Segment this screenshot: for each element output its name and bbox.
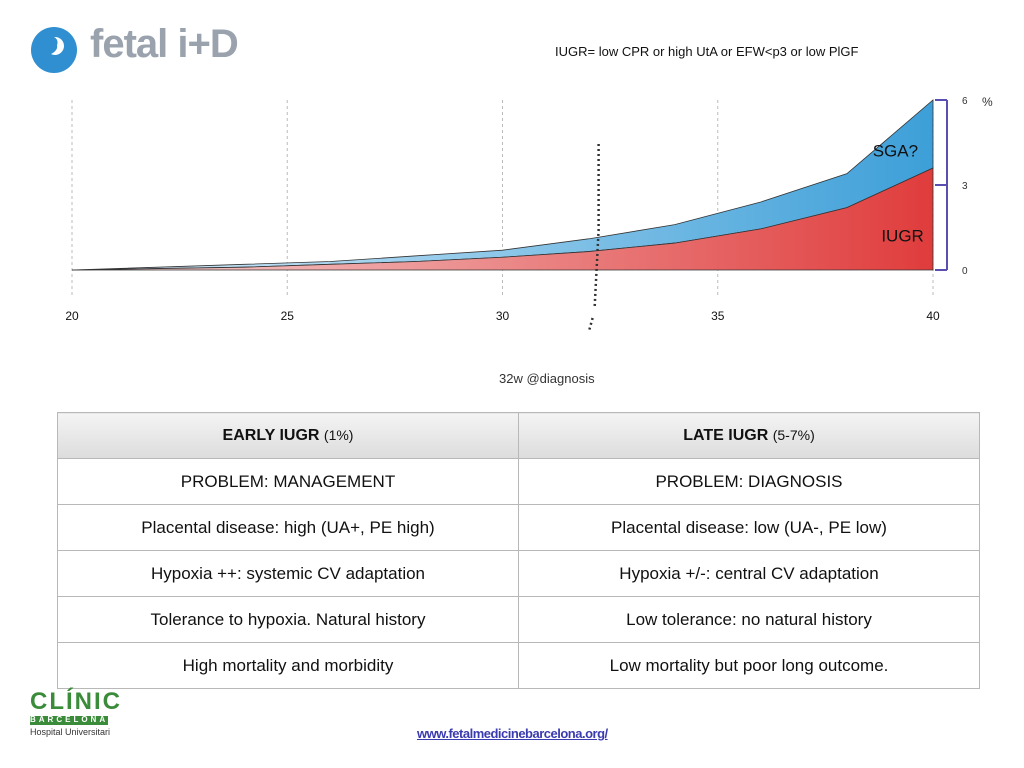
clinic-logo-bar	[30, 716, 108, 725]
fetal-id-logo	[31, 27, 77, 73]
clinic-logo-city: BARCELONA	[30, 715, 109, 724]
iugr-comparison-table: EARLY IUGR (1%) LATE IUGR (5-7%) PROBLEM…	[57, 412, 980, 689]
column-subtitle: (5-7%)	[772, 426, 815, 443]
logo-circle-icon	[31, 27, 77, 73]
x-tick-label: 30	[496, 309, 510, 323]
column-subtitle: (1%)	[323, 426, 354, 443]
clinic-logo-subtitle: Hospital Universitari	[30, 727, 111, 737]
column-header-late: LATE IUGR (5-7%)	[518, 412, 980, 459]
table-cell: High mortality and morbidity	[57, 642, 519, 689]
diagnosis-annotation: 32w @diagnosis	[499, 371, 595, 386]
column-title: EARLY IUGR	[222, 426, 320, 444]
table-row: Tolerance to hypoxia. Natural history Lo…	[57, 596, 980, 643]
table-cell: PROBLEM: DIAGNOSIS	[518, 458, 980, 505]
iugr-definition: IUGR= low CPR or high UtA or EFW<p3 or l…	[555, 44, 859, 59]
table-cell: Hypoxia +/-: central CV adaptation	[518, 550, 980, 597]
table-cell: Tolerance to hypoxia. Natural history	[57, 596, 519, 643]
logo-comma-icon	[51, 36, 65, 55]
x-tick-label: 25	[281, 309, 295, 323]
x-tick-label: 40	[926, 309, 940, 323]
table-cell: Placental disease: low (UA-, PE low)	[518, 504, 980, 551]
table-row: PROBLEM: MANAGEMENT PROBLEM: DIAGNOSIS	[57, 458, 980, 505]
series-label-iugr: IUGR	[881, 227, 924, 246]
footer-website-link[interactable]: www.fetalmedicinebarcelona.org/	[417, 726, 608, 741]
table-cell: Placental disease: high (UA+, PE high)	[57, 504, 519, 551]
y-unit-label: %	[982, 95, 993, 109]
table-cell: Low tolerance: no natural history	[518, 596, 980, 643]
y-tick-label: 3	[962, 181, 968, 192]
iugr-area	[71, 167, 934, 271]
diagnosis-arrow-bottom	[587, 317, 594, 330]
column-title: LATE IUGR	[683, 426, 769, 444]
y-tick-label: 6	[962, 96, 968, 107]
table-row: Placental disease: high (UA+, PE high) P…	[57, 504, 980, 551]
diagnosis-arrow-top	[593, 144, 600, 309]
series-label-sga: SGA?	[873, 142, 918, 161]
table-cell: Low mortality but poor long outcome.	[518, 642, 980, 689]
column-header-early: EARLY IUGR (1%)	[57, 412, 519, 459]
x-tick-label: 20	[65, 309, 79, 323]
y-tick-label: 0	[962, 266, 968, 277]
table-cell: PROBLEM: MANAGEMENT	[57, 458, 519, 505]
table-row: Hypoxia ++: systemic CV adaptation Hypox…	[57, 550, 980, 597]
table-row: High mortality and morbidity Low mortali…	[57, 642, 980, 689]
x-tick-label: 35	[711, 309, 725, 323]
clinic-logo-name: CLÍNIC	[30, 688, 122, 715]
table-cell: Hypoxia ++: systemic CV adaptation	[57, 550, 519, 597]
iugr-chart: 20 25 30 35 40 SGA? IUGR 0 3 6%	[65, 95, 993, 330]
logo-text: fetal i+D	[90, 22, 239, 66]
